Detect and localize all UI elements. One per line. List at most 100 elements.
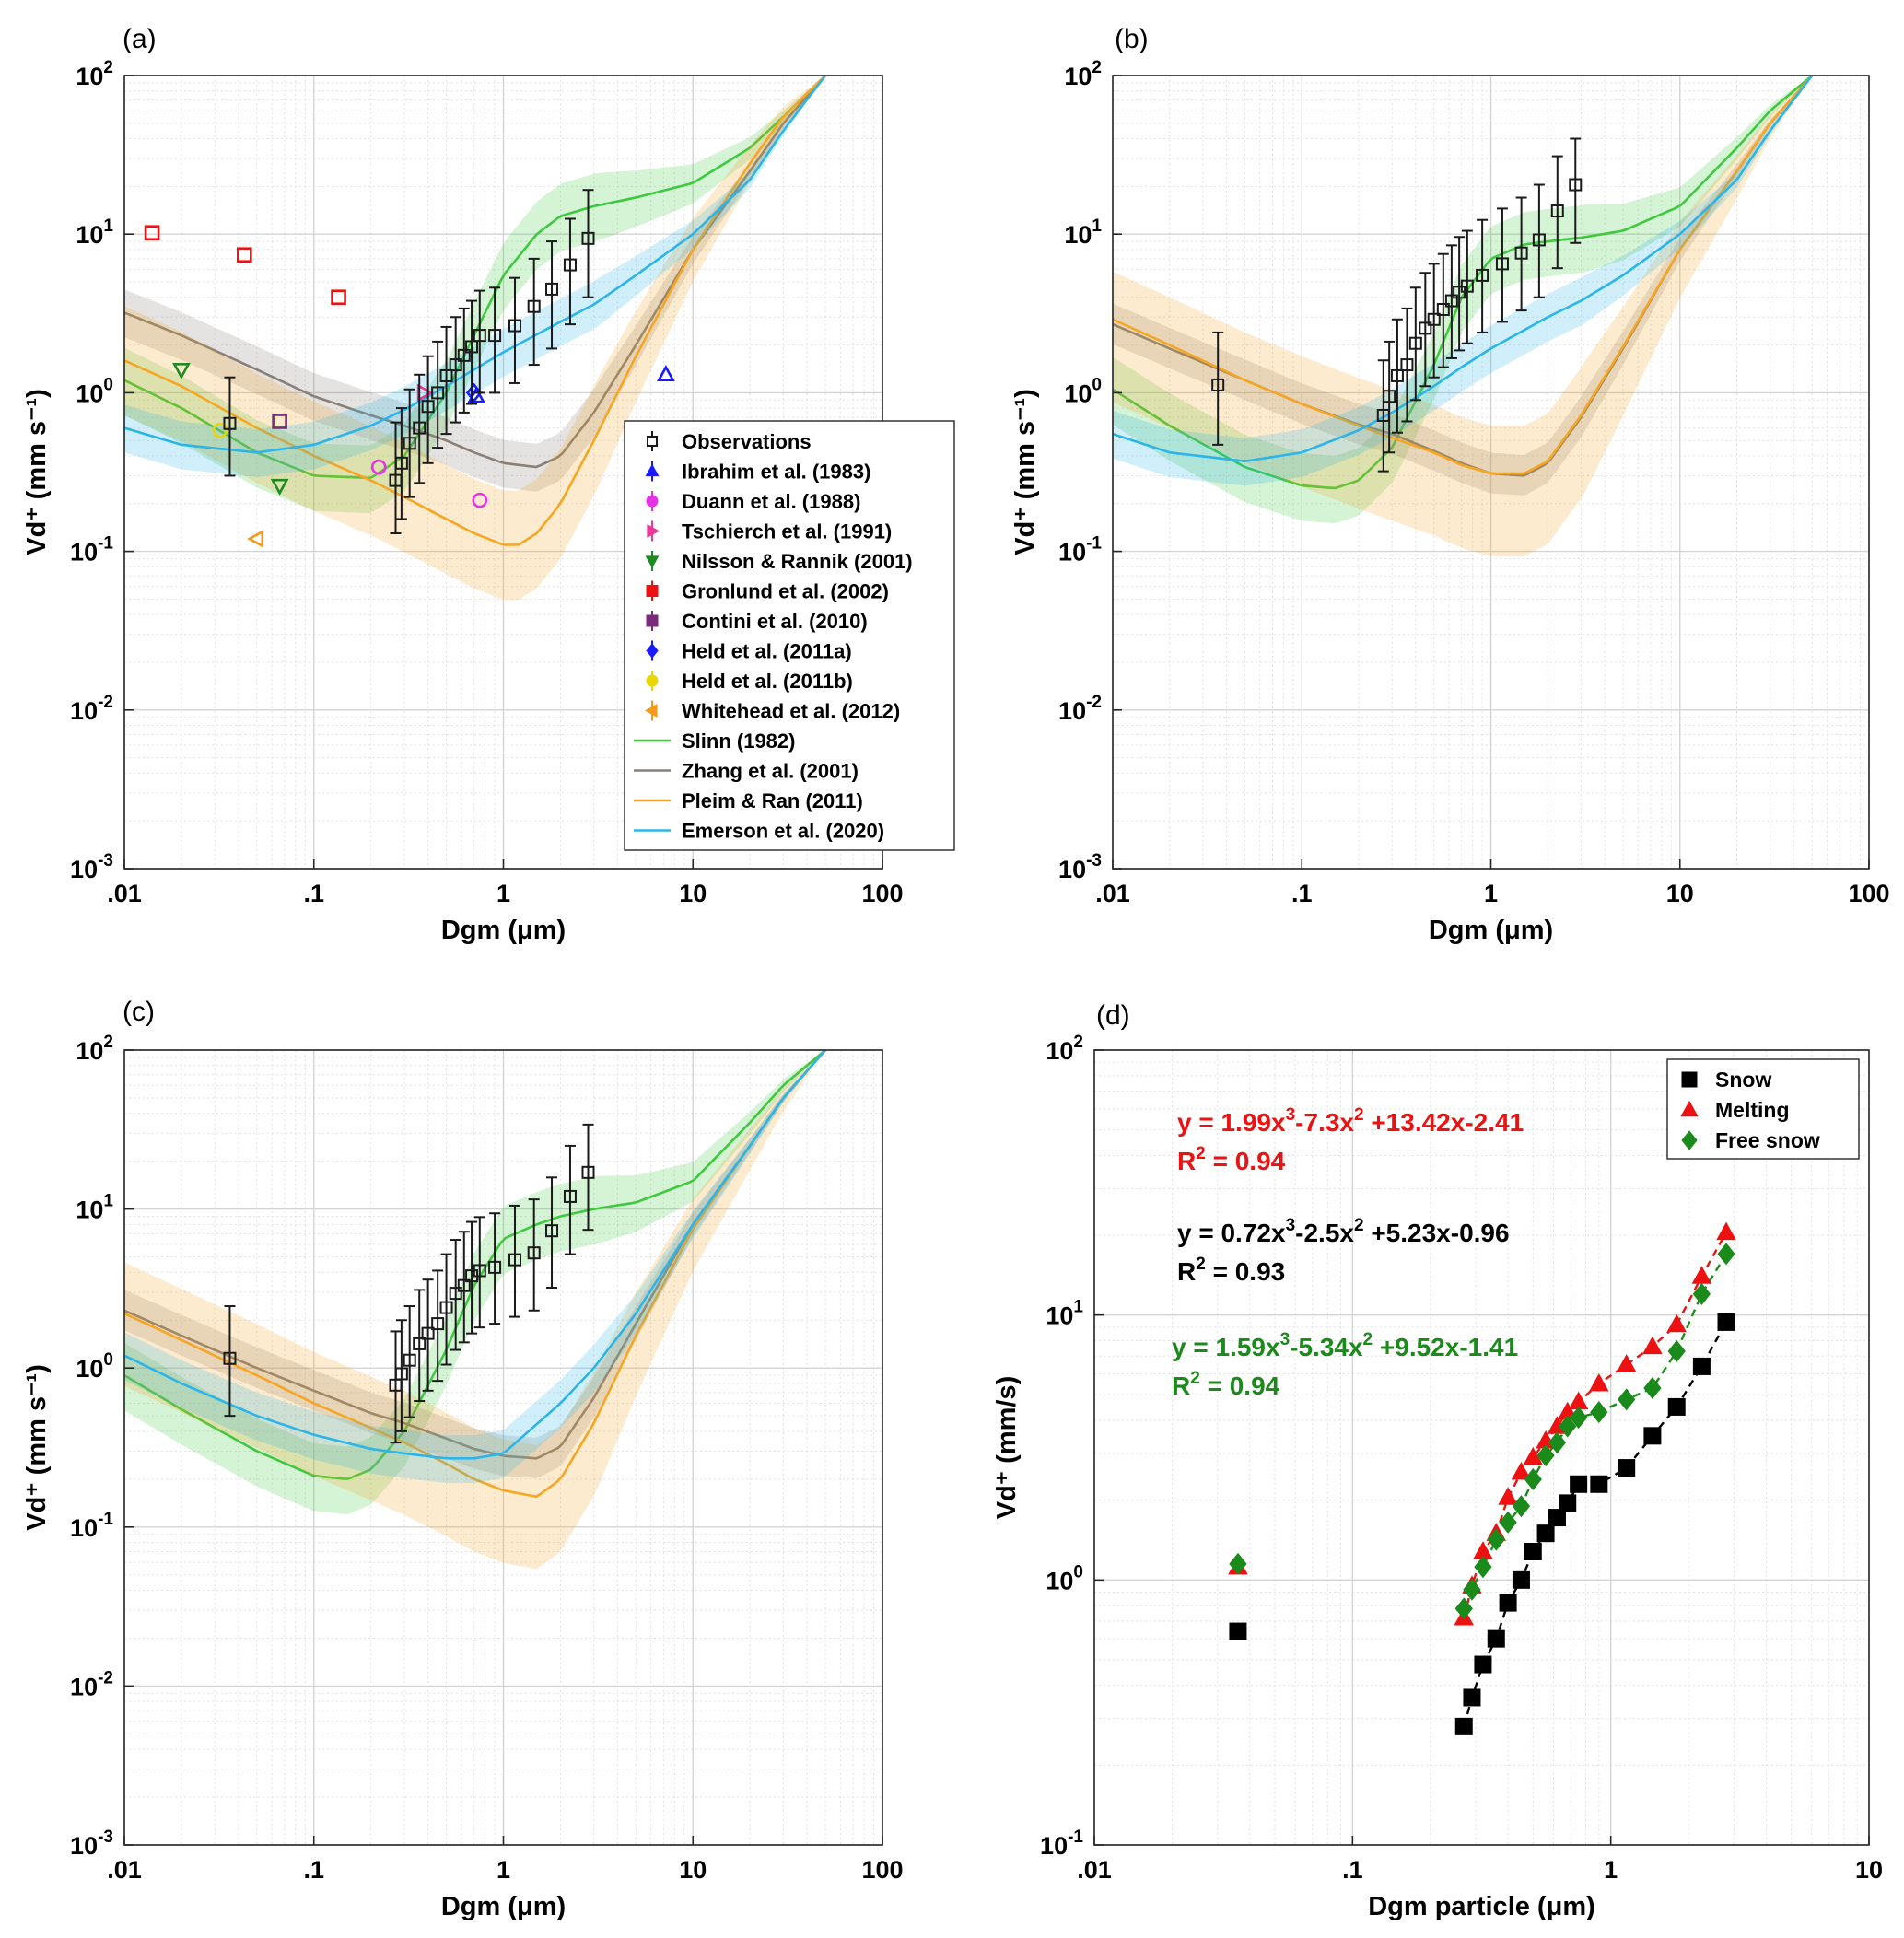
legend-item-nilsson-rannik-2001: Nilsson & Rannik (2001) bbox=[645, 550, 913, 573]
legend-label: Slinn (1982) bbox=[682, 730, 795, 753]
point-melting bbox=[1616, 1354, 1637, 1372]
band-pleim-ran-2011 bbox=[124, 1050, 826, 1570]
observation-point bbox=[473, 1264, 486, 1278]
fit-annotation-melting: y = 1.99x3-7.3x2 +13.42x-2.41 R2 = 0.94 bbox=[1177, 1105, 1524, 1175]
observation-point bbox=[431, 1317, 445, 1331]
observation-point bbox=[581, 231, 595, 245]
fit-annotation-free-snow: y = 1.59x3-5.34x2 +9.52x-1.41 R2 = 0.94 bbox=[1172, 1330, 1518, 1400]
observation-point bbox=[421, 400, 435, 414]
panel-d: (d) .01 .1 1 10 10-1 100 101 102 Dgm particle (μm… bbox=[992, 1000, 1883, 1921]
point-snow bbox=[1570, 1475, 1588, 1493]
point-snow bbox=[1487, 1629, 1505, 1648]
band-zhang-et-al-2001 bbox=[1113, 76, 1813, 496]
y-tick-label: 102 bbox=[76, 58, 113, 90]
y-tick-label: 101 bbox=[1064, 216, 1102, 249]
observation-point bbox=[223, 1351, 237, 1365]
legend-marker bbox=[1681, 1130, 1698, 1150]
x-axis-label: Dgm (μm) bbox=[441, 1892, 566, 1921]
observation-point bbox=[403, 1353, 416, 1367]
x-tick-label: .1 bbox=[1291, 880, 1313, 907]
band-zhang-et-al-2001 bbox=[124, 1050, 826, 1478]
plot-content bbox=[1113, 76, 1814, 556]
y-tick-label: 102 bbox=[1064, 58, 1102, 90]
point-free-snow bbox=[1643, 1376, 1662, 1400]
band-emerson-et-al-2020 bbox=[1113, 76, 1813, 486]
observation-point bbox=[1211, 378, 1225, 391]
fit-line-free-snow bbox=[1463, 1253, 1728, 1609]
observation-point bbox=[545, 1224, 559, 1238]
legend-item-whitehead-et-al-2012: Whitehead et al. (2012) bbox=[645, 700, 900, 723]
observation-point bbox=[449, 358, 462, 372]
legend-item-duann-et-al-1988: Duann et al. (1988) bbox=[646, 490, 860, 513]
band-slinn-1982 bbox=[1113, 76, 1813, 524]
fit-equation: y = 0.72x3-2.5x2 +5.23x-0.96 bbox=[1177, 1216, 1510, 1247]
fit-equation: y = 1.59x3-5.34x2 +9.52x-1.41 bbox=[1172, 1330, 1518, 1361]
x-tick-label: 1 bbox=[1604, 1856, 1618, 1884]
fit-r-squared: R2 = 0.94 bbox=[1177, 1144, 1286, 1175]
point-tschierch-et-al-1991 bbox=[416, 383, 434, 403]
legend-marker bbox=[645, 463, 660, 477]
observation-point bbox=[1419, 321, 1432, 335]
observation-point bbox=[508, 1253, 521, 1267]
x-tick-label: .01 bbox=[107, 1856, 142, 1884]
legend-marker bbox=[646, 585, 659, 597]
point-ibrahim-et-al-1983 bbox=[656, 365, 675, 382]
observation-point bbox=[1444, 294, 1458, 308]
y-axis-label: Vd⁺ (mm s⁻¹) bbox=[22, 1364, 52, 1530]
panel-c: (c) .01 .1 1 10 100 10-3 10-2 10-1 100 101 102 Dgm (… bbox=[22, 997, 904, 1921]
y-tick-label: 10-2 bbox=[70, 693, 113, 725]
point-free-snow bbox=[1692, 1282, 1711, 1305]
point-snow bbox=[1548, 1509, 1566, 1527]
legend-marker bbox=[647, 436, 658, 447]
point-whitehead-et-al-2012 bbox=[247, 530, 264, 548]
observation-point bbox=[449, 1287, 462, 1301]
line-pleim-ran-2011 bbox=[1113, 76, 1814, 475]
point-free-snow bbox=[1524, 1467, 1542, 1491]
plot-content bbox=[124, 76, 827, 601]
point-contini-et-al-2010 bbox=[272, 414, 287, 429]
legend-marker bbox=[645, 555, 660, 568]
plot-content bbox=[124, 1050, 827, 1570]
legend-marker bbox=[646, 643, 659, 659]
point-gronlund-et-al-2002 bbox=[144, 225, 160, 241]
legend-marker bbox=[1680, 1100, 1699, 1117]
band-pleim-ran-2011 bbox=[1113, 76, 1813, 556]
legend-item-emerson-et-al-2020: Emerson et al. (2020) bbox=[634, 820, 884, 843]
point-snow bbox=[1229, 1622, 1247, 1640]
observation-point bbox=[1532, 233, 1546, 247]
plot-area bbox=[1094, 1050, 1869, 1845]
legend-item-tschierch-et-al-1991: Tschierch et al. (1991) bbox=[647, 520, 892, 543]
point-snow bbox=[1590, 1475, 1608, 1493]
x-tick-label: .01 bbox=[1095, 880, 1130, 907]
observation-point bbox=[394, 1367, 408, 1381]
legend-label: Held et al. (2011a) bbox=[682, 640, 852, 663]
point-melting bbox=[1716, 1221, 1736, 1241]
point-snow bbox=[1618, 1459, 1636, 1477]
y-tick-label: 101 bbox=[76, 216, 113, 249]
point-free-snow bbox=[1454, 1597, 1473, 1620]
point-snow bbox=[1524, 1542, 1542, 1560]
observation-point bbox=[223, 416, 237, 430]
observation-point bbox=[1460, 279, 1474, 293]
legend-label: Melting bbox=[1715, 1098, 1790, 1122]
point-melting bbox=[1666, 1313, 1687, 1333]
plot-content bbox=[1228, 1221, 1736, 1735]
point-gronlund-et-al-2002 bbox=[237, 247, 252, 263]
observation-point bbox=[413, 421, 426, 435]
panel-label: (d) bbox=[1096, 1000, 1130, 1031]
x-tick-label: 1 bbox=[1484, 880, 1498, 907]
panel-label: (a) bbox=[123, 24, 157, 54]
legend-label: Pleim & Ran (2011) bbox=[682, 789, 863, 812]
line-slinn-1982 bbox=[124, 1050, 826, 1480]
x-tick-label: 1 bbox=[496, 1856, 510, 1884]
panel-label: (c) bbox=[123, 997, 155, 1027]
legend-marker bbox=[646, 614, 659, 627]
legend-item-ibrahim-et-al-1983: Ibrahim et al. (1983) bbox=[645, 461, 870, 484]
legend: Observations Ibrahim et al. (1983) Duann e… bbox=[624, 420, 955, 851]
legend-label: Zhang et al. (2001) bbox=[682, 760, 859, 783]
y-tick-label: 101 bbox=[1045, 1298, 1083, 1330]
y-tick-label: 10-2 bbox=[70, 1668, 113, 1700]
legend-item-gronlund-et-al-2002: Gronlund et al. (2002) bbox=[646, 580, 889, 603]
y-tick-label: 10-2 bbox=[1058, 693, 1102, 725]
x-axis-label: Dgm particle (μm) bbox=[1368, 1892, 1595, 1921]
